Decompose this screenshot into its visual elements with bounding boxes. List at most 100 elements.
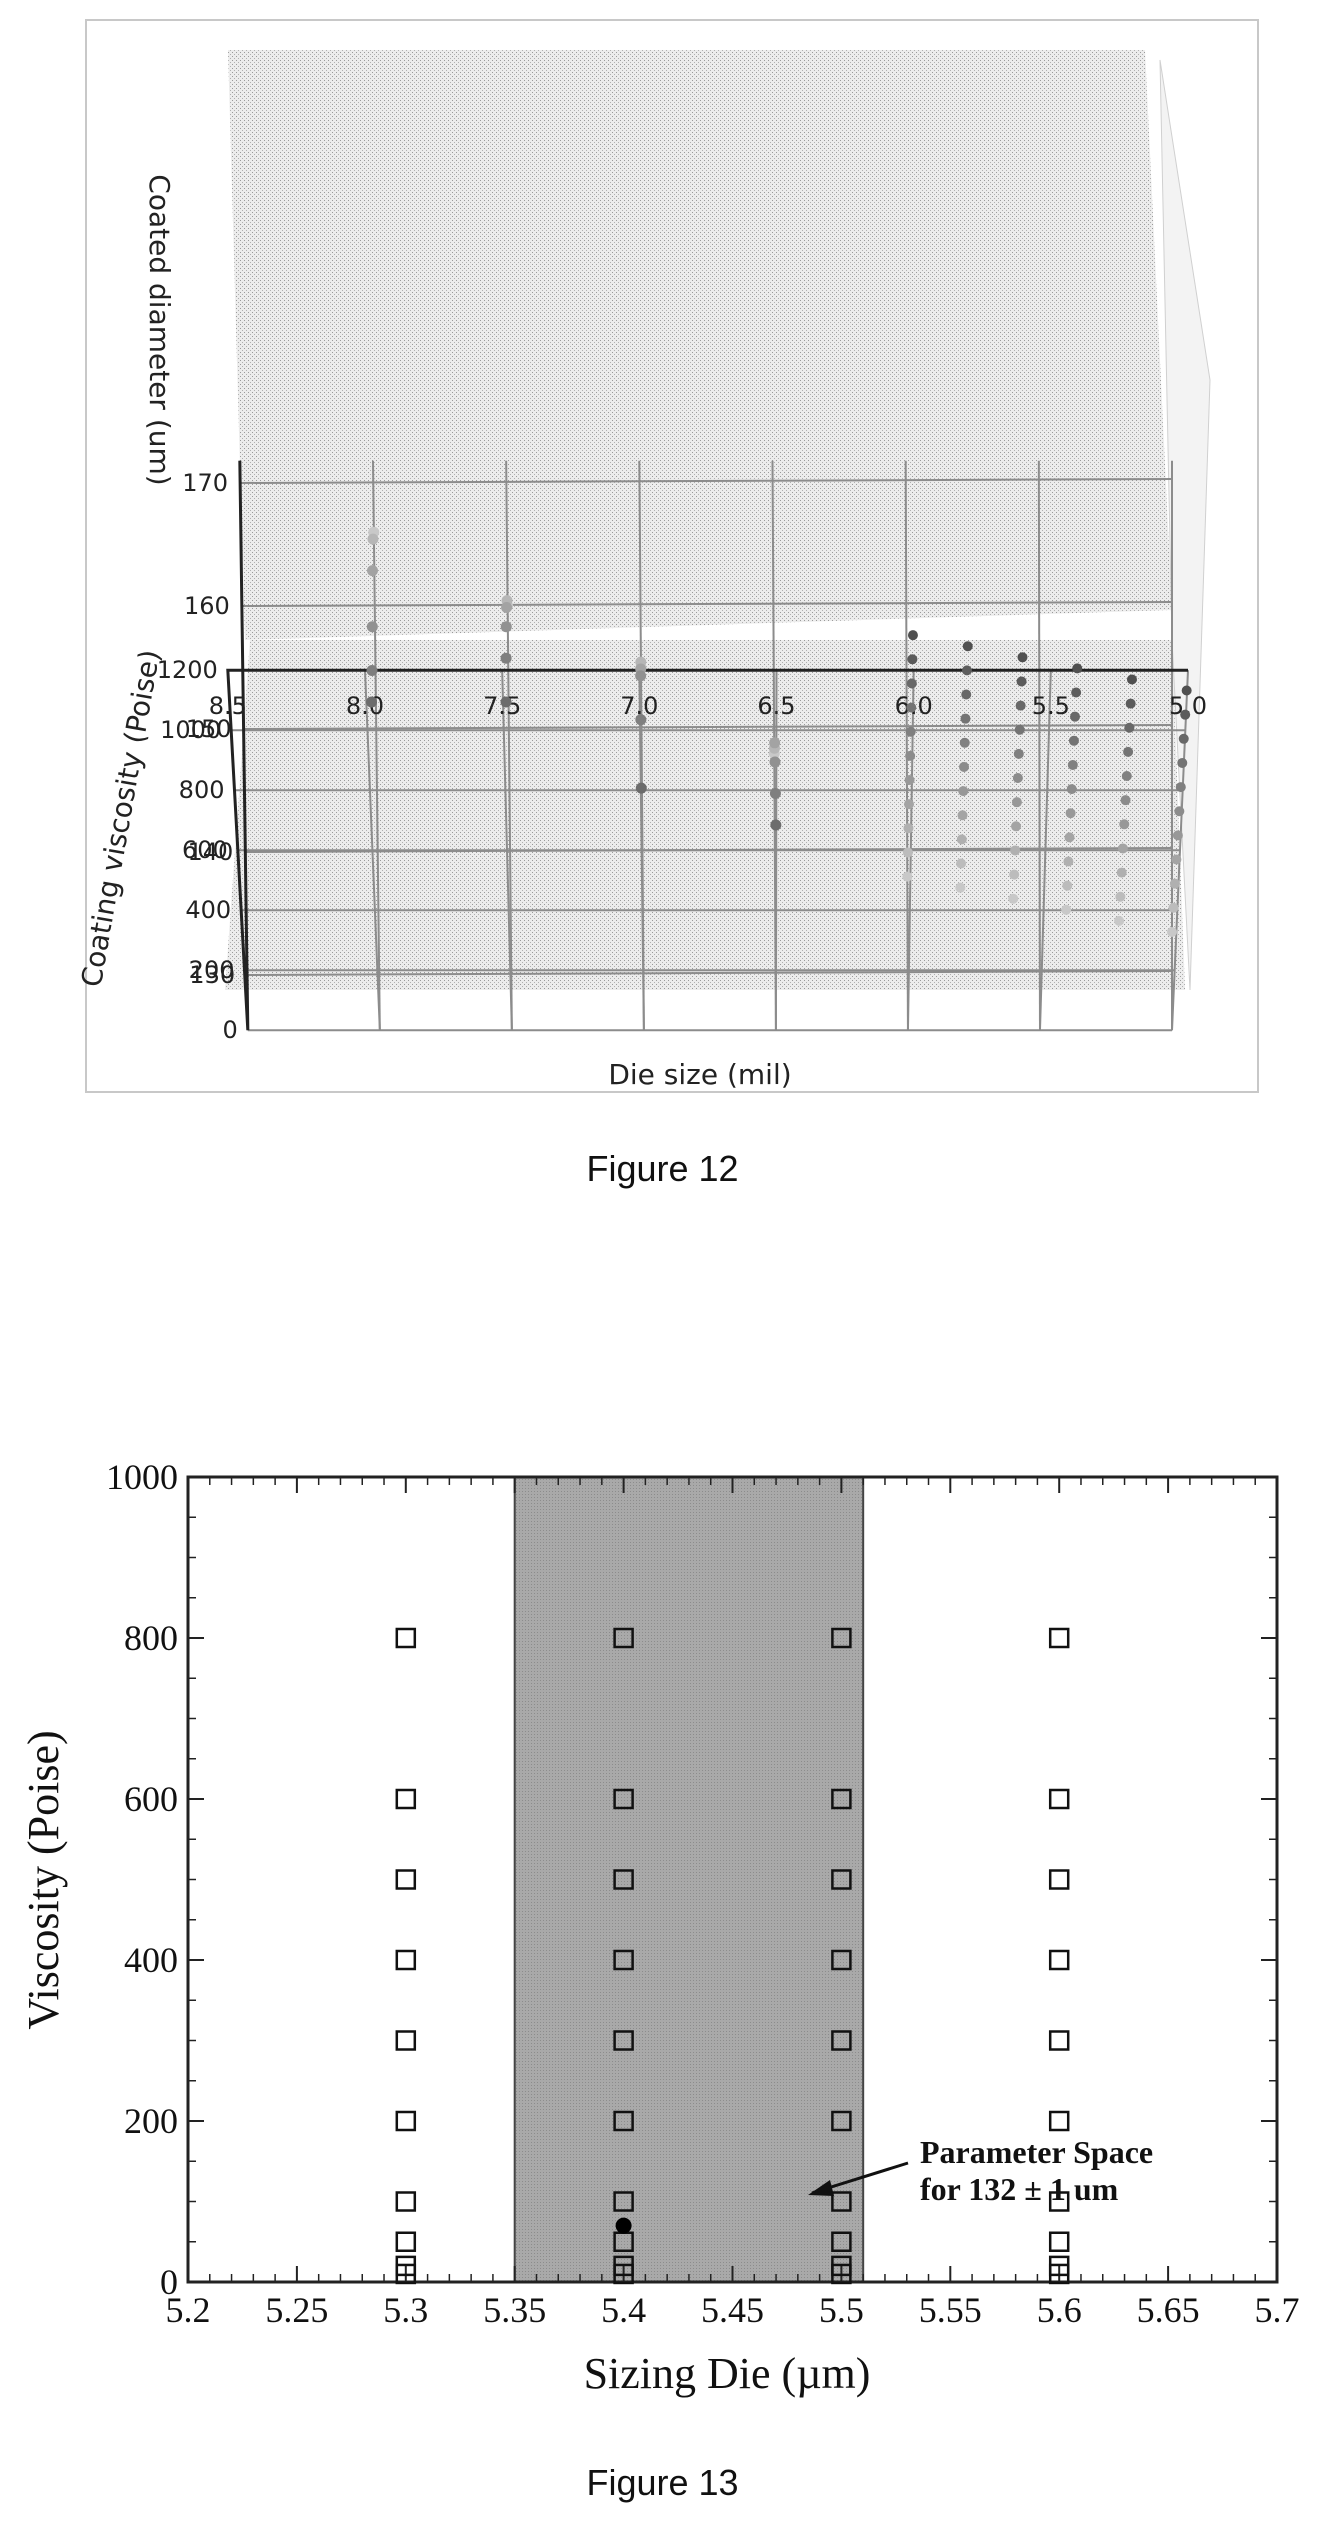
data-point-dense: [961, 665, 972, 676]
annotation-line-2: for 132 ± 1 um: [920, 2171, 1119, 2207]
data-point-dense: [1008, 893, 1019, 904]
x-axis-title: Sizing Die (µm): [584, 2349, 871, 2398]
data-point-dense: [1180, 709, 1191, 720]
data-point-dense: [1016, 676, 1027, 687]
grid-line-diameter: [247, 970, 1173, 976]
x-tick-label: 8.0: [346, 692, 384, 720]
data-point-square: [1048, 2110, 1070, 2132]
data-point-square: [1048, 1627, 1070, 1649]
data-point-square: [1048, 2191, 1070, 2212]
data-point-dense: [1011, 821, 1022, 832]
data-point-dense: [1123, 746, 1134, 757]
data-point-dense: [1017, 652, 1028, 663]
data-point-dense: [1015, 700, 1026, 711]
data-point-square: [831, 2231, 852, 2252]
x-tick-label: 7.5: [483, 692, 521, 720]
data-point-dense: [902, 871, 913, 882]
data-point-square: [831, 2191, 852, 2212]
right-wall: [1159, 59, 1211, 991]
data-point-dense: [955, 882, 966, 893]
data-point-square: [831, 2255, 852, 2277]
data-point: [770, 819, 782, 831]
data-point-dense: [903, 823, 914, 834]
data-point-dense: [1012, 773, 1023, 784]
data-point-dense: [956, 834, 967, 845]
data-point-dense: [1072, 663, 1083, 674]
figure-12-caption: Figure 12: [586, 1148, 739, 1189]
data-point: [367, 533, 379, 545]
grid-line-die: [371, 460, 381, 1031]
z-tick-label: 1200: [157, 656, 218, 684]
data-point-dense: [1178, 733, 1189, 744]
data-point-square: [1048, 1869, 1070, 1890]
data-point-dense: [1063, 856, 1074, 867]
data-point-dense: [962, 641, 973, 652]
z-tick-label: 0: [223, 1016, 238, 1044]
figure-13-chart: 5.2 5.25 5.3 5.35 5.4 5.45 5.5 5.55 5.6 5.65 5.7 0 2…: [19, 1457, 1300, 2398]
y-tick-label: 150: [186, 715, 232, 743]
data-point-dense: [959, 737, 970, 748]
annotation-arrowhead: [808, 2180, 834, 2196]
data-point: [366, 696, 378, 708]
data-point-dense: [1062, 880, 1073, 891]
data-point-square: [831, 2110, 852, 2132]
y-tick-label: 140: [188, 838, 234, 866]
data-point: [366, 621, 378, 633]
x-tick-label: 5.3: [383, 2290, 428, 2330]
data-point-dense: [1117, 843, 1128, 854]
data-point: [769, 756, 781, 768]
y-tick-label: 0: [160, 2262, 178, 2302]
data-point-square: [395, 1869, 417, 1890]
data-point-dense: [1067, 759, 1078, 770]
data-point-dense: [1071, 687, 1082, 698]
data-point: [366, 565, 378, 577]
y-axis-title: Viscosity (Poise): [19, 1730, 68, 2029]
grid-line-die: [505, 460, 513, 1031]
data-point-dense: [1177, 757, 1188, 768]
data-point-square: [613, 1949, 634, 1971]
x-tick-label: 5.65: [1137, 2290, 1200, 2330]
data-point-dense: [958, 786, 969, 797]
data-point-dense: [1171, 854, 1182, 865]
data-point-square: [831, 1869, 852, 1890]
y-axis-title: Coated diameter (um): [143, 174, 176, 485]
data-point-dense: [959, 761, 970, 772]
x-tick-label: 5.6: [1037, 2290, 1082, 2330]
data-point-square: [395, 2110, 417, 2132]
data-point-dense: [1169, 878, 1180, 889]
x-axis-title: Die size (mil): [608, 1058, 791, 1091]
data-point-dense: [1181, 685, 1192, 696]
data-point-dense: [906, 678, 917, 689]
data-point-square: [831, 1949, 852, 1971]
data-point: [500, 696, 512, 708]
data-point-dense: [957, 810, 968, 821]
annotation-line-1: Parameter Space: [920, 2134, 1153, 2170]
data-point-dense: [1014, 724, 1025, 735]
axis-frame: [226, 460, 1188, 1031]
data-point-square: [1048, 2231, 1070, 2252]
data-point-square: [613, 2255, 634, 2277]
data-point-dense: [1070, 711, 1081, 722]
data-point-dense: [1115, 891, 1126, 902]
data-point-dense: [960, 713, 971, 724]
data-point-square: [1048, 1949, 1070, 1971]
z-tick-label: 800: [179, 776, 225, 804]
data-point-dense: [961, 689, 972, 700]
data-point-dense: [1175, 782, 1186, 793]
figure-13-caption: Figure 13: [586, 2462, 739, 2503]
data-point: [501, 602, 513, 613]
data-point-dense: [1114, 915, 1125, 926]
y-tick-label: 400: [124, 1940, 178, 1980]
data-point-dense: [904, 775, 915, 786]
data-point-square: [613, 1627, 634, 1649]
data-point-dense: [1066, 784, 1077, 795]
data-point-dense: [1011, 797, 1022, 808]
parameter-space-region: [513, 1476, 865, 2283]
z-tick-label: 200: [189, 956, 235, 984]
x-tick-label: 5.4: [601, 2290, 646, 2330]
data-point-dense: [1126, 674, 1137, 685]
data-point-square: [831, 2030, 852, 2051]
data-point-dense: [1068, 735, 1079, 746]
data-point-dense: [1167, 926, 1177, 937]
data-point-dense: [1125, 698, 1136, 709]
